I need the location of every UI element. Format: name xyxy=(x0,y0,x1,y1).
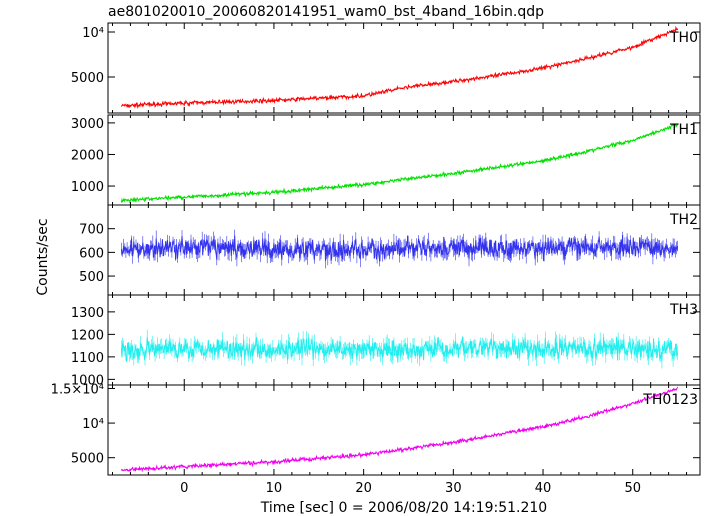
y-tick-label: 10⁴ xyxy=(82,417,104,432)
series-errorbars-th0123 xyxy=(121,386,678,472)
y-axis-label: Counts/sec xyxy=(35,218,51,295)
y-tick-label: 2000 xyxy=(71,148,104,163)
y-tick-label: 1000 xyxy=(71,180,104,195)
panel-th0: 5000 10⁴ TH0 xyxy=(71,22,701,114)
chart-title: ae801020010_20060820141951_wam0_bst_4ban… xyxy=(108,4,544,20)
y-tick-label: 600 xyxy=(79,246,104,261)
panel-label-th2: TH2 xyxy=(669,212,698,228)
x-tick-label: 50 xyxy=(624,481,641,496)
y-tick-label: 3000 xyxy=(71,117,104,132)
x-tick-label: 10 xyxy=(266,481,283,496)
y-tick-label: 1200 xyxy=(71,328,104,343)
panel-th0123: 5000 10⁴ 1.5×10⁴ TH0123 0 10 20 30 40 50 xyxy=(51,382,701,496)
y-tick-label: 700 xyxy=(79,223,104,238)
series-errorbars-th0 xyxy=(121,28,678,108)
panel-th3: 1000 1100 1200 1300 TH3 xyxy=(71,294,701,388)
y-tick-label: 1.5×10⁴ xyxy=(51,382,104,397)
y-tick-label: 1000 xyxy=(71,373,104,388)
x-tick-label: 30 xyxy=(445,481,462,496)
y-tick-label: 5000 xyxy=(71,71,104,86)
x-axis-label: Time [sec] 0 = 2006/08/20 14:19:51.210 xyxy=(260,500,547,516)
panel-frame xyxy=(107,22,701,114)
series-line-th3 xyxy=(121,336,679,363)
panel-label-th0: TH0 xyxy=(669,30,698,46)
y-tick-label: 1300 xyxy=(71,306,104,321)
panel-label-th1: TH1 xyxy=(669,122,698,138)
series-errorbars-th1 xyxy=(121,123,678,203)
y-tick-label: 10⁴ xyxy=(82,26,104,41)
y-tick-label: 500 xyxy=(79,270,104,285)
x-tick-label: 0 xyxy=(180,481,188,496)
series-line-th0 xyxy=(121,25,678,109)
panel-th2: 500 600 700 TH2 xyxy=(79,204,701,296)
series-line-th1 xyxy=(121,123,678,204)
x-tick-label: 20 xyxy=(355,481,372,496)
panel-frame xyxy=(107,114,701,206)
series-line-th0123 xyxy=(121,387,678,473)
panel-th1: 1000 2000 3000 TH1 xyxy=(71,114,701,206)
x-tick-label: 40 xyxy=(535,481,552,496)
panel-label-th3: TH3 xyxy=(669,302,698,318)
y-tick-label: 1100 xyxy=(71,351,104,366)
series-line-th2 xyxy=(121,234,679,262)
panel-label-th0123: TH0123 xyxy=(642,392,698,408)
panel-frame xyxy=(107,384,701,476)
y-tick-label: 5000 xyxy=(71,452,104,467)
